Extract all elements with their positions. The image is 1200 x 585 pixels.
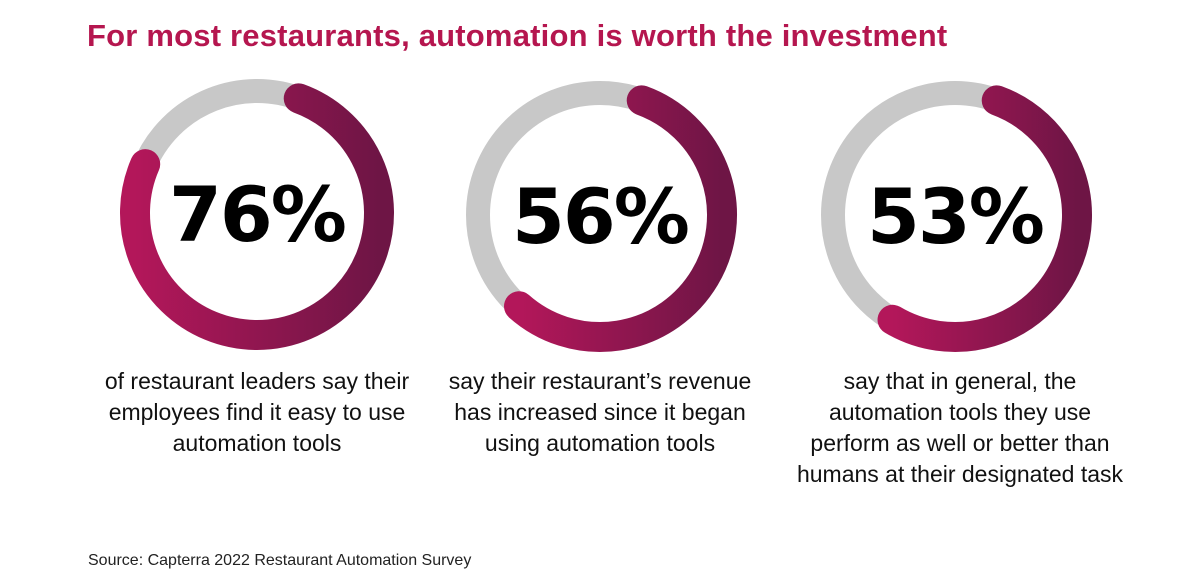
donut-value-label: 56% bbox=[512, 172, 688, 261]
donut-value-label: 76% bbox=[169, 170, 345, 259]
donut-1: 76% bbox=[120, 79, 394, 350]
description-3: say that in general, the automation tool… bbox=[796, 368, 1124, 487]
donut-value-arc bbox=[504, 85, 737, 352]
donut-value-label: 53% bbox=[867, 172, 1043, 261]
donut-3: 53% bbox=[821, 81, 1092, 352]
source-note: Source: Capterra 2022 Restaurant Automat… bbox=[88, 552, 472, 569]
donut-value-arc bbox=[877, 85, 1092, 352]
donut-value-arc bbox=[120, 83, 394, 350]
donut-2: 56% bbox=[466, 81, 737, 352]
chart-title: For most restaurants, automation is wort… bbox=[87, 18, 948, 53]
description-1: of restaurant leaders say their employee… bbox=[104, 368, 410, 456]
description-2: say their restaurant’s revenue has incre… bbox=[448, 368, 752, 456]
